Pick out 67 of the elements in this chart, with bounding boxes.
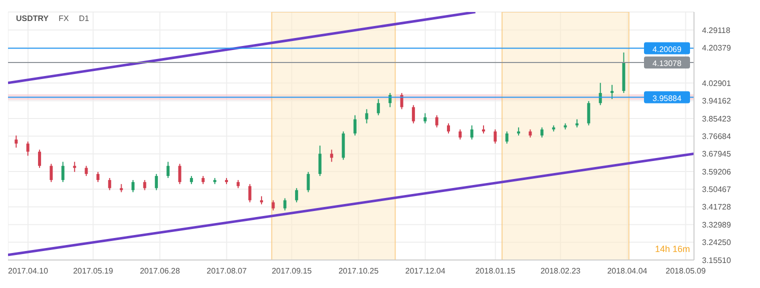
x-tick-label: 2017.10.25 <box>338 266 380 276</box>
y-tick-label: 3.76684 <box>702 132 732 141</box>
candlestick <box>435 114 438 128</box>
x-tick-label: 2017.06.28 <box>140 266 180 276</box>
candlestick <box>108 178 112 191</box>
candlestick <box>166 161 170 179</box>
candlestick <box>283 198 286 211</box>
y-tick-label: 3.67945 <box>702 150 732 159</box>
x-tick-label: 2017.05.19 <box>73 266 114 276</box>
annotation: FX <box>58 14 69 23</box>
x-tick-label: 2017.08.07 <box>206 266 248 276</box>
candlestick <box>587 100 590 126</box>
candlestick <box>143 180 146 191</box>
y-tick-label: 3.50467 <box>702 185 732 194</box>
annotation: 14h 16m <box>654 244 690 254</box>
x-tick-label: 2017.04.10 <box>8 266 49 276</box>
candlestick <box>73 161 76 172</box>
candlestick <box>354 114 357 136</box>
y-tick-label: 3.32989 <box>702 220 732 230</box>
y-tick-label: 4.29118 <box>702 26 731 35</box>
y-tick-label: 3.59206 <box>702 167 732 176</box>
candlestick <box>412 104 415 124</box>
candlestick <box>318 145 322 176</box>
x-tick-label: 2018.01.15 <box>475 266 516 276</box>
candlestick <box>38 149 42 168</box>
candlestick <box>494 128 497 144</box>
candlestick <box>26 141 30 156</box>
ref-line-label: 4.13078 <box>652 58 682 68</box>
candlestick <box>505 130 508 144</box>
x-tick-label: 2017.12.04 <box>405 266 446 276</box>
candlestick <box>446 122 450 134</box>
candlestick <box>470 124 474 140</box>
x-tick-label: 2017.09.15 <box>272 266 312 276</box>
ref-line-label: 3.95884 <box>652 94 682 103</box>
candlestick <box>365 108 368 124</box>
y-tick-label: 4.20379 <box>702 44 732 53</box>
candlestick <box>400 92 404 110</box>
candlestick <box>14 134 18 148</box>
candlestick <box>272 200 275 211</box>
candlestick <box>84 165 88 176</box>
y-tick-label: 3.94162 <box>702 96 732 106</box>
candlestick <box>178 163 182 185</box>
candlestick <box>154 173 158 191</box>
candlestick <box>376 98 380 116</box>
candlestick <box>424 112 427 124</box>
y-tick-label: 3.15510 <box>702 256 732 265</box>
x-tick-label: 2018.04.04 <box>607 266 648 276</box>
x-tick-label: 2018.02.23 <box>540 266 582 276</box>
x-tick-label: 2018.05.09 <box>666 266 706 276</box>
candlestick <box>61 161 64 183</box>
annotation: USDTRY <box>16 14 49 23</box>
candlestick <box>248 184 252 203</box>
candlestick <box>295 188 298 203</box>
candlestick <box>132 180 135 193</box>
candlestick <box>540 126 544 138</box>
candlestick <box>50 163 53 183</box>
candlestick <box>610 84 614 100</box>
candlestick <box>458 128 462 140</box>
candlestick <box>306 171 310 193</box>
ref-line-label: 4.20069 <box>652 44 682 54</box>
candlestick <box>96 171 100 183</box>
y-tick-label: 3.24250 <box>702 238 732 248</box>
y-tick-label: 3.85423 <box>702 114 732 124</box>
y-tick-label: 3.41728 <box>702 202 732 212</box>
annotation: D1 <box>78 14 90 23</box>
candlestick <box>330 149 334 162</box>
y-tick-label: 4.02901 <box>702 78 732 88</box>
